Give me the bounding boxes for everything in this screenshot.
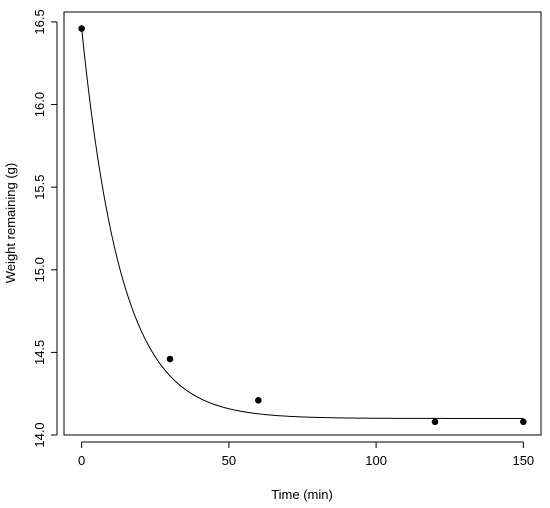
- plot-frame: [63, 11, 542, 436]
- data-point: [520, 418, 527, 426]
- y-tick-label: 14.0: [32, 422, 47, 447]
- data-point: [255, 397, 262, 404]
- data-points: [78, 25, 527, 426]
- data-point: [166, 355, 174, 363]
- x-tick-label: 150: [512, 453, 534, 468]
- y-tick-label: 16.5: [32, 9, 47, 34]
- x-tick-label: 0: [78, 453, 85, 468]
- fit-curve: [81, 28, 524, 419]
- x-axis: 0 50 100 150: [78, 441, 534, 468]
- y-tick-label: 15.0: [32, 257, 47, 282]
- x-axis-title: Time (min): [271, 487, 333, 502]
- y-axis-title: Weight remaining (g): [3, 163, 18, 283]
- data-point: [78, 25, 85, 32]
- x-tick-label: 50: [222, 453, 236, 468]
- y-tick-label: 16.0: [32, 92, 47, 117]
- y-axis: 14.0 14.5 15.0 15.5 16.0 16.5: [32, 9, 58, 448]
- data-point: [431, 418, 439, 426]
- y-tick-label: 15.5: [32, 174, 47, 199]
- y-tick-label: 14.5: [32, 340, 47, 365]
- x-tick-label: 100: [365, 453, 387, 468]
